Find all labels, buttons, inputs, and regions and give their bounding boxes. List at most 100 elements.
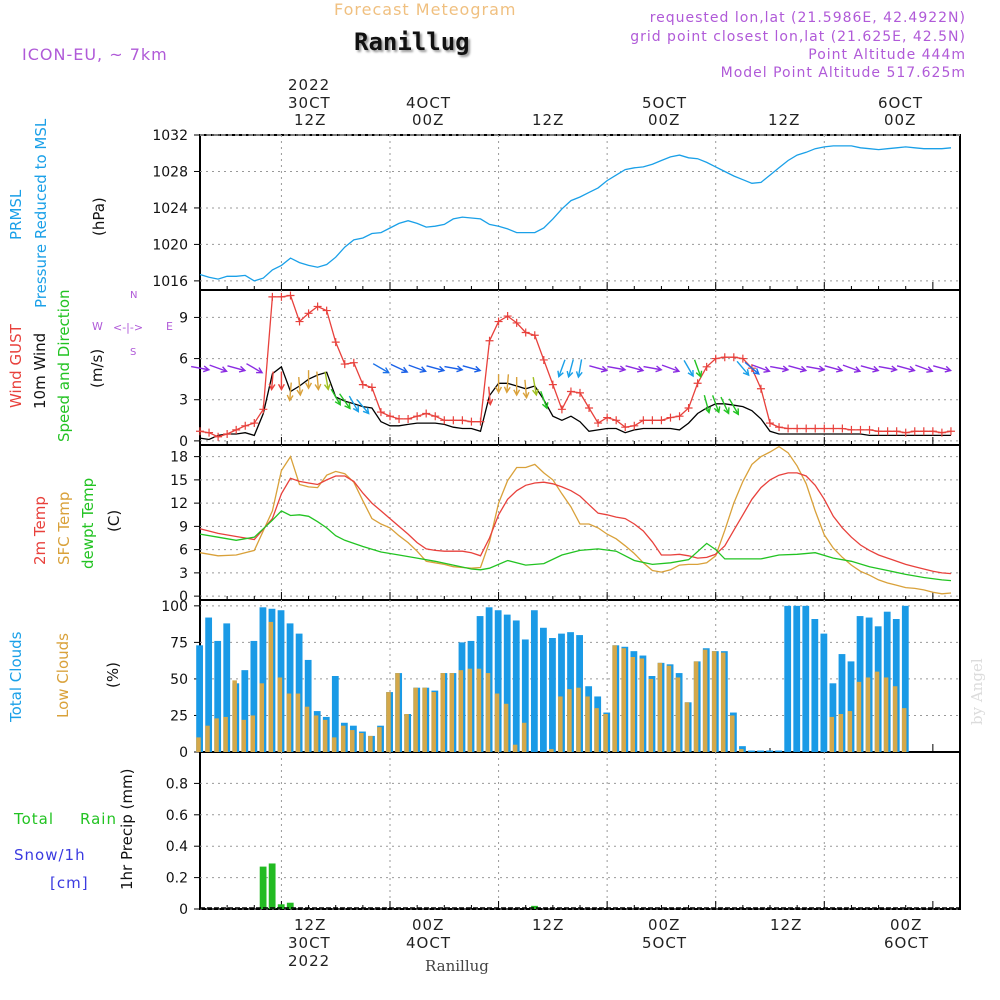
wind-dir-arrow	[540, 391, 548, 409]
wind-dir-arrowhead	[732, 408, 740, 416]
model-point-altitude: Model Point Altitude 517.625m	[720, 65, 966, 81]
top-time-4-l3: 12Z	[768, 111, 801, 129]
total-cloud-bar	[757, 750, 764, 752]
low-cloud-bar	[304, 706, 310, 752]
total-cloud-bar	[558, 633, 565, 752]
wind-dir-arrow	[524, 379, 528, 398]
low-cloud-bar	[603, 714, 608, 752]
low-cloud-bar	[621, 648, 626, 752]
gust-marker	[485, 336, 494, 345]
total-cloud-bar	[259, 607, 267, 752]
ytick-label-4-4: 0.8	[166, 776, 188, 792]
gust-marker	[738, 354, 747, 363]
wind-dir-arrow	[191, 365, 209, 371]
ytick-label-3-2: 50	[170, 672, 188, 688]
wind-dir-arrowhead	[566, 370, 574, 379]
wind-dir-arrowhead	[238, 365, 247, 373]
total-cloud-bar	[512, 620, 520, 752]
wind-dir-arrow	[720, 396, 730, 414]
gust-marker	[404, 414, 413, 423]
gust-marker	[376, 408, 385, 417]
gust-marker	[648, 416, 657, 425]
wind-dir-arrow	[298, 376, 302, 396]
wind-dir-arrow	[356, 399, 370, 414]
wind-dir-arrowhead	[296, 389, 304, 397]
gust-marker	[756, 384, 765, 393]
low-cloud-bar	[395, 673, 400, 752]
low-cloud-bar	[856, 681, 862, 752]
wind-dir-arrow	[683, 360, 694, 377]
total-cloud-bar	[892, 619, 900, 752]
wind-dir-arrow	[896, 365, 915, 372]
total-cloud-bar	[304, 659, 312, 752]
ytick-label-4-3: 0.6	[166, 808, 188, 824]
gust-marker	[539, 355, 548, 364]
wind-dir-arrowhead	[277, 383, 285, 391]
wind-dir-arrowhead	[532, 388, 539, 397]
wind-dir-arrowhead	[926, 366, 934, 373]
wind-dir-arrow	[567, 359, 574, 378]
top-time-5-l2: 6OCT	[878, 94, 923, 112]
low-cloud-bar	[413, 687, 418, 752]
low-cloud-bar	[892, 686, 898, 752]
wind-dir-arrowhead	[352, 405, 360, 413]
pressure-line	[199, 145, 952, 282]
gust-marker	[512, 318, 521, 327]
wind-dir-arrowhead	[419, 366, 427, 373]
gust-marker	[702, 362, 711, 371]
low-cloud-bar	[377, 727, 382, 752]
ytick-label-1-0: 0	[179, 434, 188, 450]
gust-marker	[557, 405, 566, 414]
wind-dir-arrowhead	[818, 365, 826, 373]
total-cloud-bar	[494, 610, 502, 752]
gust-marker	[612, 416, 621, 425]
wind-dir-arrow	[426, 365, 445, 372]
precip-rain-label: Rain	[80, 810, 117, 828]
wind-dir-arrowhead	[752, 368, 760, 375]
wind-dir-arrowhead	[220, 366, 228, 373]
wind-dir-arrowhead	[256, 367, 264, 374]
total-cloud-bar	[766, 750, 773, 752]
total-cloud-bar	[214, 640, 222, 752]
wind-dir-arrow	[488, 386, 492, 405]
total-cloud-bar	[530, 610, 538, 752]
wind-dir-arrowhead	[474, 365, 482, 373]
wind-dir-arrowhead	[541, 402, 549, 410]
bottom-time-5-l2: 6OCT	[884, 934, 929, 952]
wind-dir-arrowhead	[503, 386, 511, 394]
low-cloud-bar	[458, 670, 464, 752]
wind-dir-arrowhead	[672, 366, 681, 373]
gust-marker	[910, 427, 919, 436]
wind-dir-arrow	[444, 365, 463, 371]
low-cloud-bar	[205, 725, 210, 752]
gust-marker	[802, 424, 811, 433]
total-cloud-bar	[820, 633, 828, 752]
wind-dir-arrow	[462, 365, 481, 372]
low-cloud-bar	[476, 668, 482, 752]
wind-dir-arrow	[878, 365, 897, 371]
gust-marker	[232, 425, 241, 434]
model-label: ICON-EU, ~ 7km	[22, 45, 168, 64]
ytick-label-3-0: 0	[179, 745, 188, 761]
low-cloud-bar	[567, 689, 572, 752]
gust-marker	[367, 383, 376, 392]
wind-dir-arrowhead	[575, 371, 583, 379]
low-cloud-bar	[322, 719, 328, 752]
compass-e: E	[166, 320, 173, 333]
wind-dir-arrowhead	[695, 370, 703, 379]
wind-dir-arrowhead	[362, 407, 370, 415]
gust-marker	[811, 424, 820, 433]
precip-bar	[277, 904, 285, 909]
ytick-label-3-3: 75	[170, 635, 188, 651]
low-cloud-bar	[648, 678, 654, 752]
wind-dir-arrow	[390, 363, 408, 373]
panel-frame-4	[199, 751, 961, 910]
total-cloud-bar	[901, 605, 909, 752]
wind-dir-arrowhead	[557, 370, 564, 379]
gridpoint-coords: grid point closest lon,lat (21.625E, 42.…	[630, 29, 966, 45]
top-time-3-l2: 5OCT	[642, 94, 687, 112]
wind-dir-arrowhead	[334, 398, 341, 407]
low-cloud-bar	[612, 645, 617, 752]
low-cloud-bar	[521, 722, 527, 752]
